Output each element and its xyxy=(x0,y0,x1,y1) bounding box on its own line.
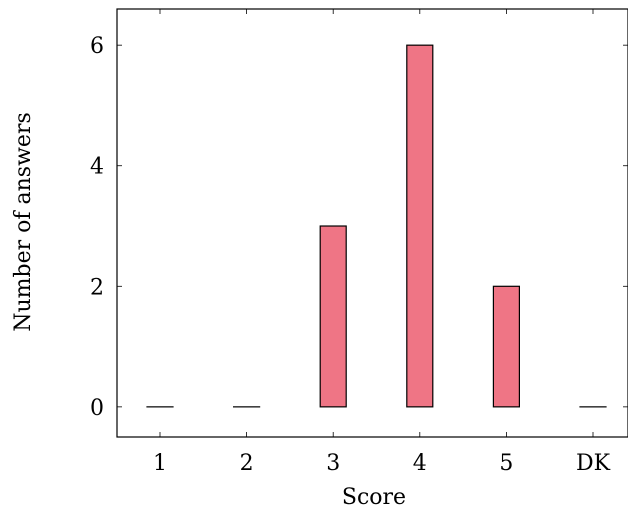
bar-5 xyxy=(492,285,520,408)
bars-group xyxy=(146,44,607,408)
y-tick-label: 0 xyxy=(90,396,104,421)
y-tick-label: 2 xyxy=(90,275,104,300)
bar-4 xyxy=(406,44,434,408)
y-ticks-group: 0 2 4 6 xyxy=(90,34,628,421)
x-tick-label: DK xyxy=(576,451,611,476)
y-axis-title: Number of answers xyxy=(11,112,36,332)
x-tick-label: 1 xyxy=(153,451,167,476)
y-tick-label: 6 xyxy=(90,34,104,59)
x-tick-label: 5 xyxy=(499,451,513,476)
x-axis-title: Score xyxy=(342,485,406,510)
x-tick-label: 2 xyxy=(240,451,254,476)
x-tick-label: 3 xyxy=(326,451,340,476)
y-tick-label: 4 xyxy=(90,155,104,180)
plot-frame xyxy=(116,8,628,438)
x-tick-label: 4 xyxy=(413,451,427,476)
bar-3 xyxy=(319,225,347,408)
x-ticks-group: 1 2 3 4 5 DK xyxy=(153,9,611,476)
